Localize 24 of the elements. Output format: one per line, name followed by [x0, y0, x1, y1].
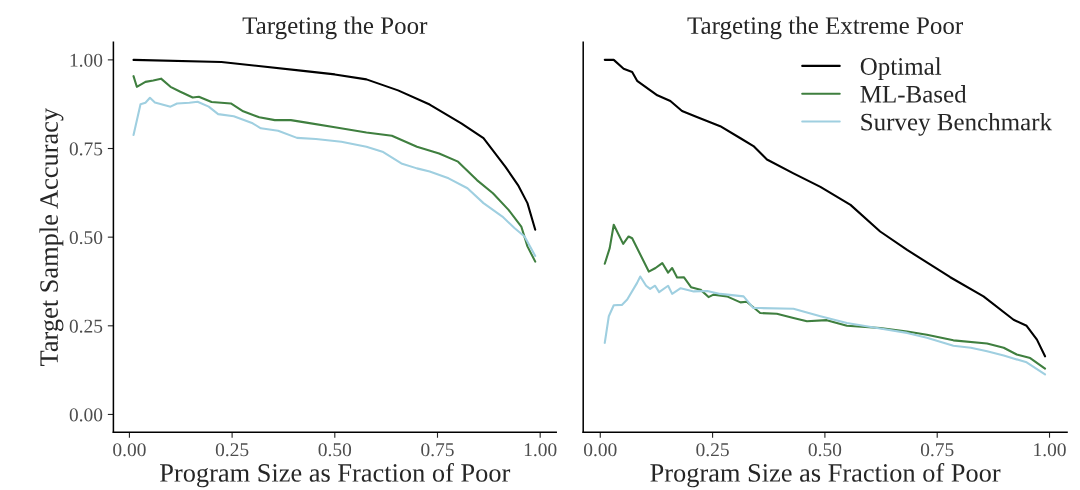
legend-label: ML-Based [860, 85, 967, 103]
y-tick-label: 1.00 [70, 53, 103, 67]
x-tick-label: 1.00 [1034, 443, 1066, 457]
x-axis-title: Program Size as Fraction of Poor [650, 463, 1001, 488]
legend-label: Survey Benchmark [861, 112, 1053, 136]
x-tick-label: 0.00 [113, 443, 146, 457]
y-tick-label: 0.75 [69, 142, 103, 156]
x-tick-label: 0.50 [808, 443, 842, 457]
y-tick-label: 0.00 [69, 408, 103, 422]
x-tick-label: 0.50 [318, 443, 352, 457]
y-tick-label: 0.25 [69, 319, 103, 333]
x-tick-label: 0.75 [421, 443, 454, 457]
x-tick-label: 0.75 [920, 443, 954, 457]
line-series [132, 58, 537, 231]
y-tick-label: 0.50 [69, 230, 103, 245]
chart-title: Targeting the Poor [242, 16, 428, 40]
legend-label: Optimal [860, 57, 942, 80]
x-tick-label: 0.00 [584, 443, 617, 457]
x-tick-label: 0.25 [215, 443, 249, 457]
x-tick-label: 0.25 [696, 443, 729, 457]
x-axis-title: Program Size as Fraction of Poor [160, 463, 511, 488]
y-axis-title: Target Sample Accuracy [39, 108, 64, 366]
x-tick-label: 1.00 [524, 443, 557, 457]
chart-title: Targeting the Extreme Poor [687, 16, 963, 40]
